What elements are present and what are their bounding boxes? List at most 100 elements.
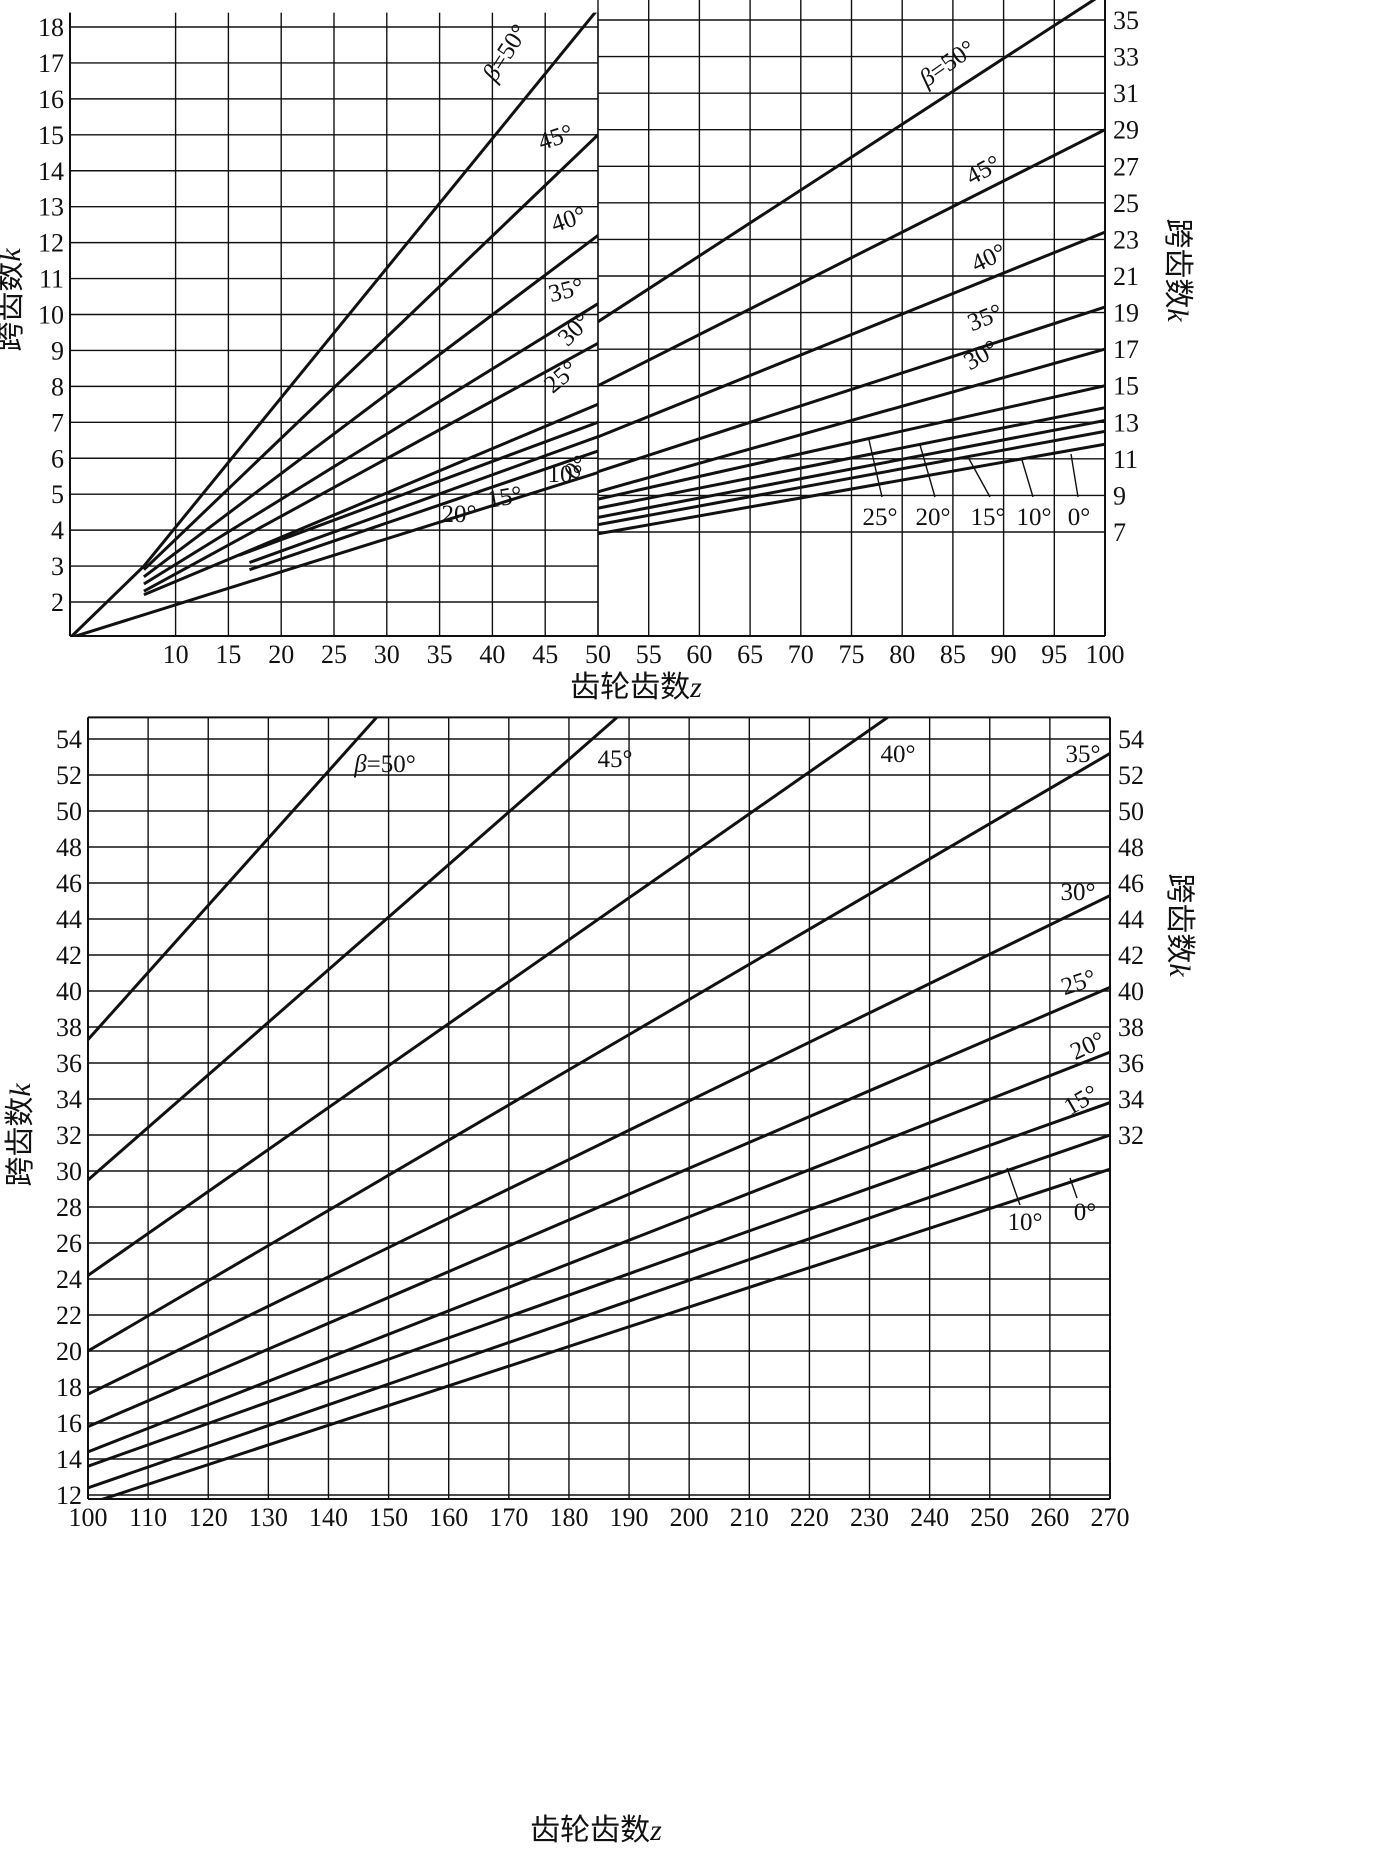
x-tick-label: 35 [427,640,453,669]
curve-label-50: β=50° [914,35,981,93]
series-line-35 [88,752,1110,1353]
y-tick-label: 10 [38,301,64,330]
y-tick-label: 40 [56,977,82,1006]
curve-label-35: 35° [1066,741,1101,768]
y-tick-label: 14 [38,157,64,186]
label-leader-line [1021,459,1034,498]
series-line-15 [598,419,1105,519]
curve-label-50: β=50° [353,751,416,778]
y-axis-title-right: 跨齿数k [1161,218,1194,322]
y-tick-label-right: 34 [1118,1085,1144,1114]
x-tick-label: 140 [309,1503,348,1532]
series-line-35 [143,302,598,586]
x-tick-label: 15 [215,640,241,669]
y-tick-label-right: 27 [1113,152,1139,181]
x-tick-label: 55 [636,640,662,669]
x-tick-label: 65 [737,640,763,669]
y-tick-label: 3 [51,552,64,581]
y-tick-label-right: 38 [1118,1013,1144,1042]
curve-label-0: 0° [1068,504,1091,531]
series-line-10 [598,429,1105,527]
y-tick-label-right: 36 [1118,1049,1144,1078]
series-line-25 [598,384,1105,501]
series-line-30 [598,347,1105,494]
y-tick-label-right: 15 [1113,372,1139,401]
x-tick-label: 220 [790,1503,829,1532]
curve-label-45: 45° [598,746,633,773]
series-line-0 [71,471,598,636]
series-line-35 [598,305,1105,474]
y-tick-label-right: 25 [1113,189,1139,218]
x-tick-label: 90 [991,640,1017,669]
y-tick-label: 12 [56,1481,82,1510]
y-tick-label: 16 [56,1409,82,1438]
y-tick-label: 7 [51,408,64,437]
series-line-30 [88,894,1110,1396]
x-tick-label: 85 [940,640,966,669]
y-tick-label: 22 [56,1301,82,1330]
y-tick-label: 20 [56,1337,82,1366]
x-tick-label: 30 [374,640,400,669]
label-leader-line [1069,1177,1078,1199]
label-leader-line [1006,1167,1021,1206]
x-tick-label: 40 [479,640,505,669]
x-tick-label: 270 [1091,1503,1130,1532]
series-line-10 [249,449,598,572]
x-tick-label: 230 [850,1503,889,1532]
y-tick-label-right: 48 [1118,833,1144,862]
series-line-25 [143,402,598,597]
y-tick-label-right: 29 [1113,116,1139,145]
y-tick-label-right: 17 [1113,335,1139,364]
y-tick-label-right: 19 [1113,299,1139,328]
series-line-20 [598,406,1105,510]
y-tick-label: 4 [51,516,64,545]
series-line-50 [88,717,378,1041]
y-tick-label-right: 33 [1113,43,1139,72]
x-tick-label: 190 [610,1503,649,1532]
curve-label-20: 20° [916,504,951,531]
x-tick-label: 170 [489,1503,528,1532]
y-tick-label-right: 50 [1118,797,1144,826]
y-tick-label: 54 [56,725,82,754]
series-line-25 [88,986,1110,1428]
y-tick-label: 52 [56,761,82,790]
y-tick-label: 16 [38,85,64,114]
series-line-15 [88,1101,1110,1468]
y-tick-label-right: 13 [1113,408,1139,437]
curve-label-45: 45° [535,120,577,156]
y-tick-label-right: 9 [1113,481,1126,510]
series-line-45 [88,717,618,1182]
y-tick-label: 26 [56,1229,82,1258]
y-tick-label-right: 35 [1113,6,1139,35]
y-tick-label: 13 [38,193,64,222]
y-tick-label: 30 [56,1157,82,1186]
y-tick-label: 24 [56,1265,82,1294]
y-tick-label-right: 21 [1113,262,1139,291]
x-tick-label: 60 [686,640,712,669]
series-line-15 [248,435,598,564]
label-leader-line [919,444,936,498]
x-tick-label: 70 [788,640,814,669]
series-line-20 [238,420,598,557]
curve-label-40: 40° [881,741,916,768]
x-tick-label: 150 [369,1503,408,1532]
y-tick-label: 46 [56,869,82,898]
y-tick-label: 50 [56,797,82,826]
x-tick-label: 110 [129,1503,167,1532]
series-line-10 [88,1133,1110,1490]
y-tick-label: 44 [56,905,82,934]
x-tick-label: 250 [970,1503,1009,1532]
y-tick-label: 2 [51,588,64,617]
x-tick-label: 180 [549,1503,588,1532]
series-line-30 [143,341,598,593]
y-tick-label-right: 40 [1118,977,1144,1006]
y-tick-label: 14 [56,1445,82,1474]
y-axis-title-left-bottom: 跨齿数k [4,1083,37,1187]
curve-label-50: β=50° [477,20,534,87]
label-leader-line [967,456,991,498]
chart-panel-top-right: 55 60 65 70 75 80 85 90 95 100 7 9 11 13 15 17 19 21 23 25 2… [570,0,1194,704]
curve-label-20: 20° [442,501,477,528]
y-tick-label: 38 [56,1013,82,1042]
y-axis-title-right-bottom: 跨齿数k [1163,873,1196,977]
x-tick-label: 75 [839,640,865,669]
